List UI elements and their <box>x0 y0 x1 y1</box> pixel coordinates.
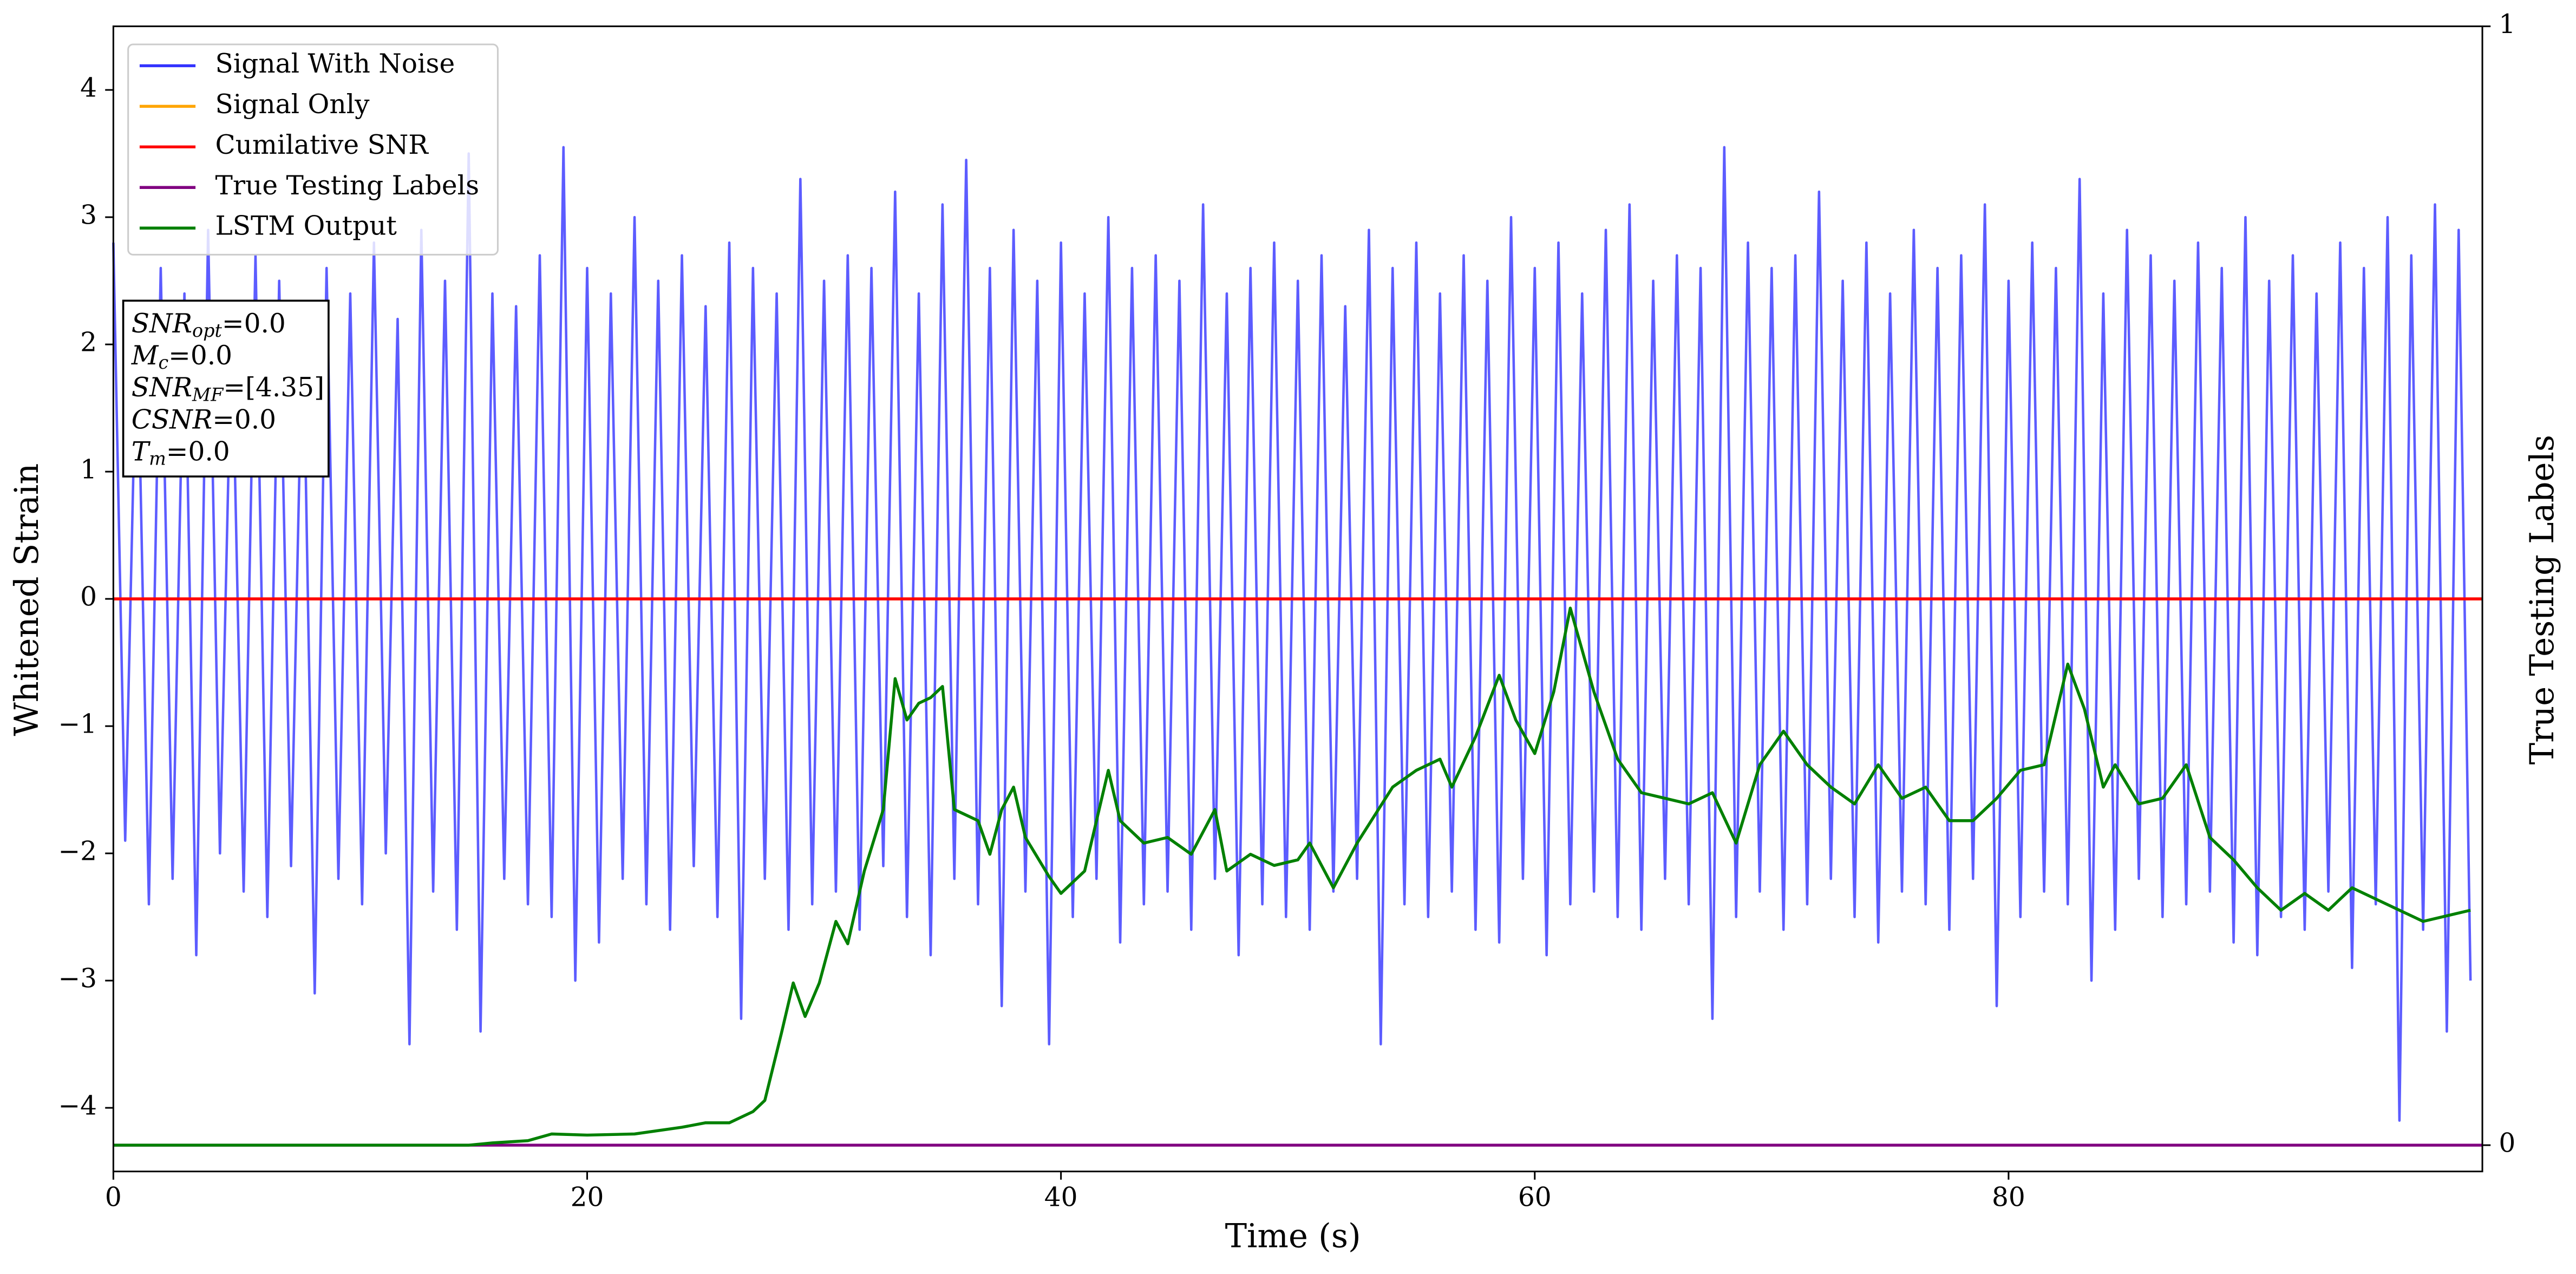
y-tick-label: −1 <box>58 709 97 740</box>
legend: Signal With Noise Signal Only Cumilative S… <box>127 43 499 256</box>
annotation-line: SNRMF=[4.35] <box>132 373 324 406</box>
y2-axis-label: True Testing Labels <box>2523 435 2561 765</box>
y-tick-label: 0 <box>80 582 97 612</box>
annotation-symbol: M <box>131 341 159 371</box>
y-axis-label: Whitened Strain <box>8 463 46 736</box>
annotation-subscript: c <box>158 352 168 373</box>
y-tick-label: 3 <box>80 200 97 231</box>
annotation-line: CSNR=0.0 <box>132 404 276 435</box>
y-tick-label: 2 <box>80 328 97 358</box>
annotation-symbol: SNR <box>132 308 192 338</box>
x-tick-label: 0 <box>105 1182 122 1213</box>
y2-tick-label: 0 <box>2499 1128 2515 1159</box>
annotation-value: =[4.35] <box>223 373 324 403</box>
legend-box <box>127 43 499 256</box>
x-tick-label: 60 <box>1518 1182 1552 1213</box>
annotation: SNRopt=0.0Mc=0.0SNRMF=[4.35]CSNR=0.0Tm=0… <box>122 299 330 478</box>
legend-label: True Testing Labels <box>215 171 480 201</box>
annotation-line: Tm=0.0 <box>132 436 230 469</box>
annotation-line: SNRopt=0.0 <box>132 308 286 341</box>
annotation-symbol: T <box>132 436 151 467</box>
legend-label: Signal Only <box>215 89 370 120</box>
legend-label: Signal With Noise <box>215 49 455 79</box>
y-tick-label: 4 <box>80 73 97 103</box>
legend-label: LSTM Output <box>215 211 397 241</box>
x-tick-label: 80 <box>1992 1182 2025 1213</box>
y-tick-label: −2 <box>58 837 97 867</box>
annotation-value: =0.0 <box>168 341 232 371</box>
annotation-symbol: SNR <box>132 373 192 403</box>
y2-tick-label: 1 <box>2499 9 2515 40</box>
plot-area <box>112 146 2483 1147</box>
x-axis-label: Time (s) <box>1225 1218 1361 1256</box>
annotation-subscript: MF <box>192 384 224 405</box>
legend-label: Cumilative SNR <box>215 130 429 160</box>
annotation-value: =0.0 <box>166 436 230 467</box>
annotation-symbol: CSNR <box>132 404 212 435</box>
x-tick-label: 40 <box>1044 1182 1078 1213</box>
y-tick-label: 1 <box>80 455 97 485</box>
annotation-value: =0.0 <box>222 308 286 338</box>
annotation-box <box>122 299 330 478</box>
annotation-value: =0.0 <box>212 404 276 435</box>
x-tick-label: 20 <box>571 1182 604 1213</box>
y-tick-label: −4 <box>58 1091 97 1121</box>
annotation-subscript: opt <box>192 320 222 341</box>
annotation-subscript: m <box>149 448 166 469</box>
y-tick-label: −3 <box>58 964 97 994</box>
series-line <box>113 606 2471 1147</box>
annotation-line: Mc=0.0 <box>131 341 232 374</box>
